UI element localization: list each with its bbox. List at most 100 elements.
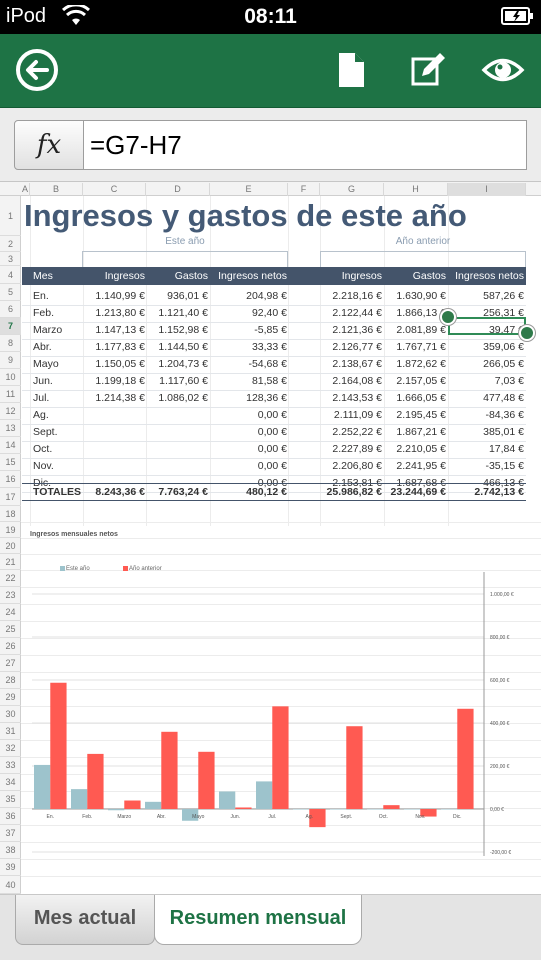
row-header[interactable]: 32 [0,740,21,757]
table-cell[interactable]: 1.086,02 € [158,392,208,404]
table-cell[interactable]: 2.122,44 € [332,307,382,319]
row-header[interactable]: 27 [0,655,21,672]
table-cell[interactable]: 587,26 € [483,290,524,302]
table-cell[interactable]: 266,05 € [483,358,524,370]
column-header[interactable]: E [210,183,288,196]
row-header[interactable]: 20 [0,538,21,554]
row-header[interactable]: 25 [0,621,21,638]
totals-cell[interactable]: TOTALES [33,486,82,498]
row-header[interactable]: 28 [0,672,21,689]
column-header[interactable]: B [30,183,83,196]
row-header[interactable]: 18 [0,506,21,522]
table-cell[interactable]: 1.767,71 € [396,341,446,353]
row-header[interactable]: 16 [0,471,21,488]
table-cell[interactable]: 128,36 € [246,392,287,404]
row-header[interactable]: 40 [0,876,21,894]
table-cell[interactable]: 1.144,50 € [158,341,208,353]
table-cell[interactable]: 2.252,22 € [332,426,382,438]
totals-cell[interactable]: 480,12 € [246,486,287,498]
totals-cell[interactable]: 2.742,13 € [474,486,524,498]
table-cell[interactable]: Oct. [33,443,53,455]
row-header[interactable]: 19 [0,522,21,538]
table-cell[interactable]: 1.872,62 € [396,358,446,370]
column-header[interactable]: F [288,183,320,196]
edit-button[interactable] [404,47,450,93]
column-header[interactable]: I [448,183,526,196]
row-header[interactable]: 15 [0,454,21,471]
tab-resumen-mensual[interactable]: Resumen mensual [154,895,362,945]
row-header[interactable]: 34 [0,774,21,791]
table-cell[interactable]: Abr. [33,341,52,353]
row-header[interactable]: 3 [0,252,21,266]
table-cell[interactable]: 1.866,13 € [396,307,446,319]
table-cell[interactable]: -84,36 € [485,409,524,421]
table-cell[interactable]: Jul. [33,392,50,404]
tab-mes-actual[interactable]: Mes actual [15,895,155,945]
table-cell[interactable]: 81,58 € [251,375,287,387]
row-header[interactable]: 7 [0,318,21,335]
row-header[interactable]: 31 [0,723,21,740]
row-header[interactable]: 6 [0,301,21,318]
table-cell[interactable]: Marzo [33,324,63,336]
table-cell[interactable]: Ag. [33,409,49,421]
table-cell[interactable]: 2.218,16 € [332,290,382,302]
totals-cell[interactable]: 25.986,82 € [326,486,382,498]
table-cell[interactable]: Nov. [33,460,54,472]
row-header[interactable]: 5 [0,284,21,301]
table-cell[interactable]: 1.666,05 € [396,392,446,404]
row-header[interactable]: 29 [0,689,21,706]
table-cell[interactable]: 2.241,95 € [396,460,446,472]
table-cell[interactable]: 0,00 € [257,409,287,421]
totals-cell[interactable]: 7.763,24 € [158,486,208,498]
row-header[interactable]: 24 [0,604,21,621]
column-header[interactable]: H [384,183,448,196]
selection-handle-end[interactable] [519,325,535,341]
table-cell[interactable]: 33,33 € [251,341,287,353]
column-header[interactable]: D [146,183,210,196]
table-cell[interactable]: 1.214,38 € [95,392,145,404]
row-header[interactable]: 21 [0,554,21,570]
row-header[interactable]: 33 [0,757,21,774]
table-cell[interactable]: 2.164,08 € [332,375,382,387]
row-header[interactable]: 36 [0,808,21,825]
table-cell[interactable]: 2.121,36 € [332,324,382,336]
table-cell[interactable]: 1.117,60 € [159,375,208,387]
table-cell[interactable]: 1.140,99 € [95,290,145,302]
row-header[interactable]: 17 [0,488,21,506]
table-cell[interactable]: -35,15 € [485,460,524,472]
table-cell[interactable]: 2.143,53 € [332,392,382,404]
table-cell[interactable]: 2.138,67 € [332,358,382,370]
selection-handle-start[interactable] [440,309,456,325]
row-header[interactable]: 9 [0,352,21,369]
table-cell[interactable]: 2.111,09 € [333,409,382,421]
function-button[interactable]: fx [14,120,84,170]
row-header[interactable]: 2 [0,236,21,252]
row-header[interactable]: 12 [0,403,21,420]
table-cell[interactable]: 1.150,05 € [95,358,145,370]
table-cell[interactable]: 1.213,80 € [95,307,145,319]
table-cell[interactable]: 1.199,18 € [95,375,145,387]
row-header[interactable]: 14 [0,437,21,454]
table-cell[interactable]: 2.081,89 € [396,324,446,336]
table-cell[interactable]: 936,01 € [167,290,208,302]
table-cell[interactable]: 1.177,83 € [95,341,145,353]
table-cell[interactable]: 1.867,21 € [396,426,446,438]
table-cell[interactable]: 17,84 € [488,443,524,455]
row-header[interactable]: 4 [0,266,21,284]
column-header[interactable]: A [21,183,30,196]
table-cell[interactable]: 1.152,98 € [158,324,208,336]
table-cell[interactable]: Sept. [33,426,58,438]
row-header[interactable]: 23 [0,587,21,604]
table-cell[interactable]: 7,03 € [494,375,524,387]
row-header[interactable]: 37 [0,825,21,842]
row-header[interactable]: 35 [0,791,21,808]
table-cell[interactable]: 2.210,05 € [396,443,446,455]
table-cell[interactable]: 2.206,80 € [332,460,382,472]
table-cell[interactable]: 2.195,45 € [396,409,446,421]
column-header[interactable]: C [83,183,146,196]
table-cell[interactable]: 0,00 € [257,460,287,472]
table-cell[interactable]: Feb. [33,307,55,319]
back-button[interactable] [14,47,60,93]
table-cell[interactable]: 1.147,13 € [95,324,145,336]
